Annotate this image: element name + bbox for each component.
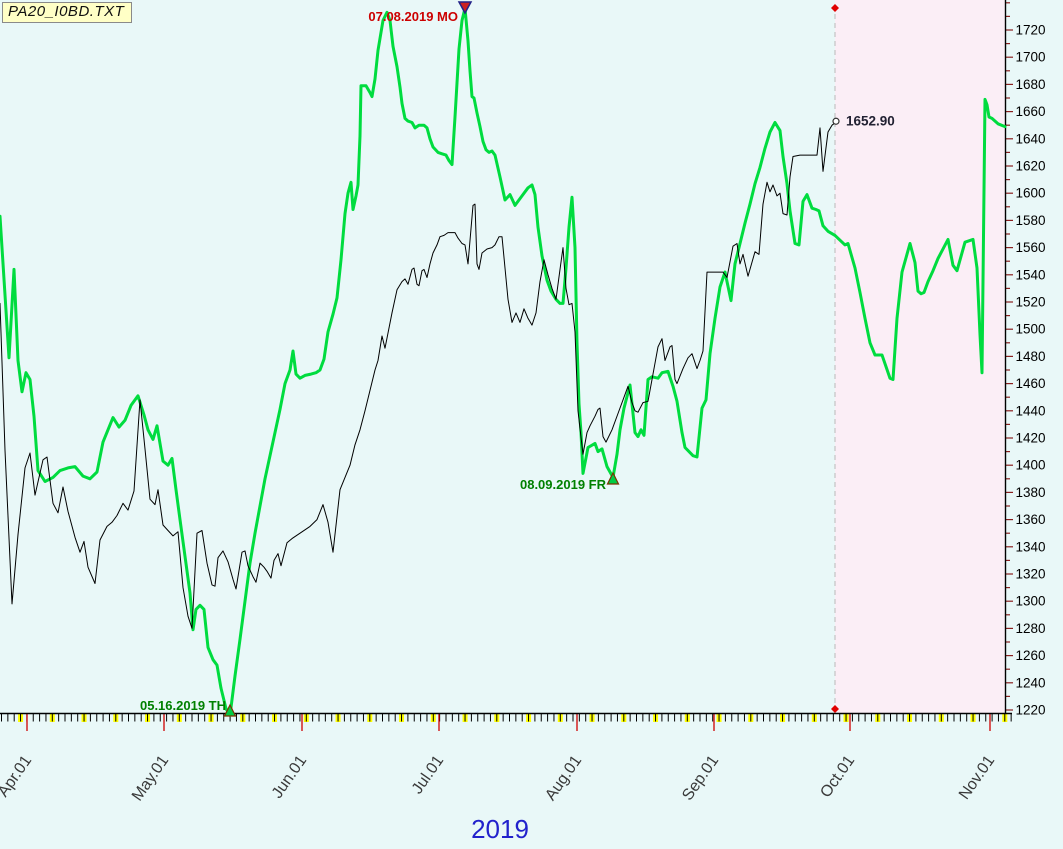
y-axis-tick-label: 1260 [1016,648,1046,663]
chart-title-box[interactable]: PA20_I0BD.TXT [2,2,133,23]
low-arrow-up-icon[interactable] [223,703,237,717]
last-price-label: 1652.90 [846,113,895,128]
y-axis-tick-label: 1280 [1016,621,1046,636]
y-axis-tick-label: 1380 [1016,485,1046,500]
y-axis-tick-label: 1720 [1016,23,1046,38]
y-axis-tick-label: 1500 [1016,322,1046,337]
y-axis-tick-label: 1560 [1016,240,1046,255]
y-axis-tick-label: 1460 [1016,376,1046,391]
y-axis-tick-label: 1300 [1016,594,1046,609]
y-axis-tick-label: 1480 [1016,349,1046,364]
y-axis-tick-label: 1620 [1016,159,1046,174]
y-axis-tick-label: 1580 [1016,213,1046,228]
annotation-peak-date-label[interactable]: 07.08.2019 MO [368,9,458,24]
y-axis-tick-label: 1400 [1016,458,1046,473]
y-axis-tick-label: 1440 [1016,403,1046,418]
year-label: 2019 [471,814,529,844]
y-axis-tick-label: 1420 [1016,431,1046,446]
y-axis-tick-label: 1540 [1016,267,1046,282]
low-arrow-up-icon[interactable] [606,471,620,485]
last-price-marker [832,117,840,125]
y-axis-tick-label: 1520 [1016,295,1046,310]
green-line[interactable] [0,6,1007,717]
y-axis-tick-label: 1600 [1016,186,1046,201]
forecast-region [835,0,1005,713]
boundary-red-dot [831,705,839,713]
y-axis-tick-label: 1340 [1016,539,1046,554]
black-line[interactable] [0,120,838,629]
y-axis-tick-label: 1360 [1016,512,1046,527]
annotation-may-low-date-label[interactable]: 05.16.2019 TH [140,698,226,713]
annotation-aug-low-date-label[interactable]: 08.09.2019 FR [520,477,607,492]
y-axis-tick-label: 1240 [1016,675,1046,690]
chart-title: PA20_I0BD.TXT [8,3,125,20]
y-axis-tick-label: 1680 [1016,77,1046,92]
boundary-red-dot [831,4,839,12]
y-axis-tick-label: 1700 [1016,50,1046,65]
y-axis-tick-label: 1220 [1016,703,1046,718]
y-axis-tick-label: 1640 [1016,131,1046,146]
y-axis-tick-label: 1660 [1016,104,1046,119]
peak-arrow-down-icon[interactable] [457,1,473,15]
y-axis-tick-label: 1320 [1016,567,1046,582]
